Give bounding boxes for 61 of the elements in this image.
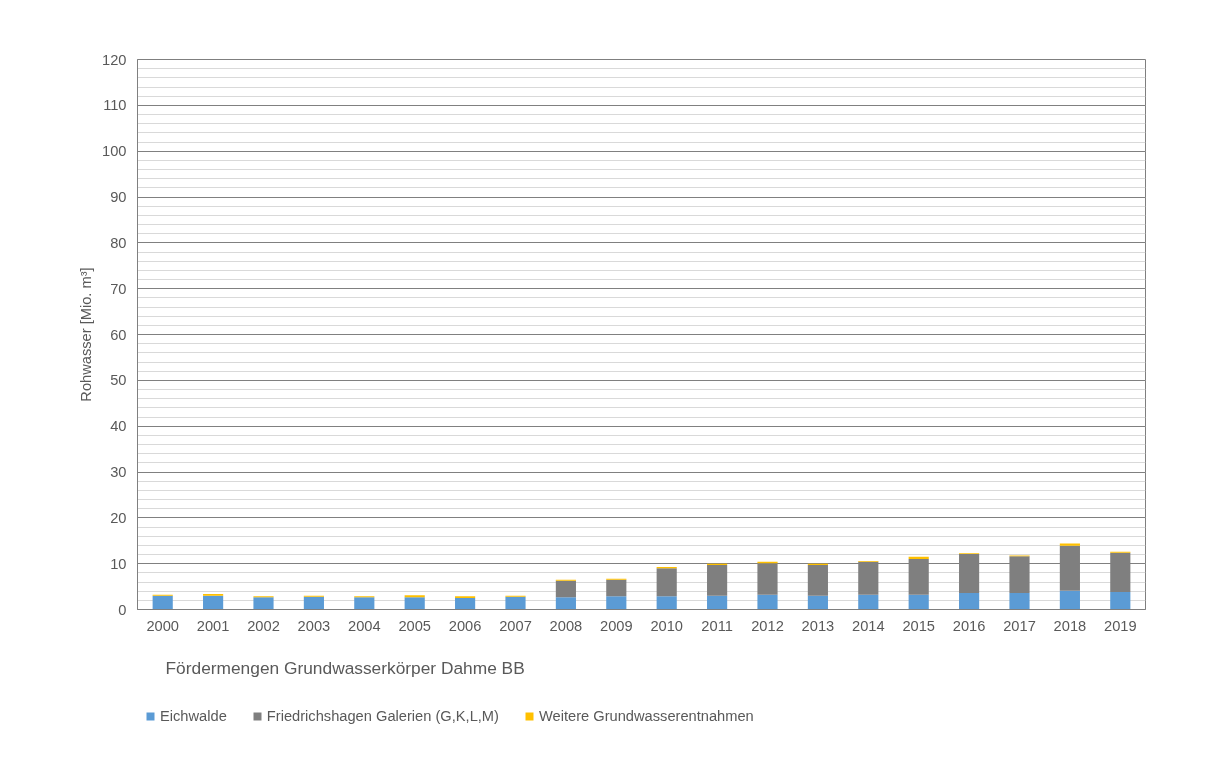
x-tick-label: 2019	[1104, 617, 1137, 634]
x-tick-label: 2007	[499, 617, 532, 634]
y-tick-label: 100	[102, 143, 127, 160]
x-tick-label: 2012	[751, 617, 784, 634]
bar	[253, 597, 274, 610]
bar	[354, 597, 375, 610]
bar	[152, 595, 173, 610]
x-tick-label: 2017	[1003, 617, 1036, 634]
legend-label: Friedrichshagen Galerien (G,K,L,M)	[266, 708, 499, 724]
x-tick-label: 2002	[247, 617, 280, 634]
x-tick-label: 2013	[801, 617, 835, 634]
x-tick-label: 2014	[852, 617, 885, 634]
bar	[606, 579, 627, 597]
y-tick-label: 30	[110, 464, 127, 480]
x-tick-label: 2000	[146, 617, 180, 634]
bar	[858, 594, 879, 610]
bar	[606, 596, 627, 610]
bar	[807, 595, 828, 610]
x-tick-label: 2005	[398, 617, 432, 634]
legend-label: Eichwalde	[160, 708, 227, 724]
y-tick-label: 90	[110, 189, 127, 205]
y-tick-label: 50	[110, 372, 127, 389]
y-tick-label: 110	[103, 97, 127, 114]
bar	[203, 595, 224, 610]
x-tick-label: 2003	[297, 617, 331, 634]
y-tick-label: 60	[110, 326, 127, 343]
y-tick-label: 120	[102, 51, 127, 68]
bar	[1110, 592, 1131, 610]
x-tick-label: 2015	[902, 617, 936, 634]
x-tick-label: 2001	[196, 617, 230, 634]
bar	[303, 596, 324, 610]
bar	[656, 568, 677, 597]
x-tick-label: 2004	[348, 617, 381, 634]
bar	[404, 597, 425, 610]
x-tick-label: 2018	[1053, 617, 1087, 634]
y-tick-label: 10	[110, 555, 127, 572]
x-tick-label: 2009	[600, 617, 633, 634]
bar	[555, 580, 576, 598]
x-tick-label: 2006	[448, 617, 482, 634]
legend-label: Weitere Grundwasserentnahmen	[538, 708, 754, 724]
x-tick-label: 2011	[701, 617, 733, 634]
x-tick-label: 2008	[549, 617, 583, 634]
bar	[1009, 593, 1030, 610]
x-tick-label: 2010	[650, 617, 684, 634]
bar	[455, 598, 476, 610]
y-tick-label: 70	[110, 280, 127, 297]
y-axis-title: Rohwasser [Mio. m³]	[78, 267, 95, 402]
y-tick-label: 80	[110, 234, 127, 251]
y-tick-label: 20	[110, 509, 127, 526]
bar	[555, 597, 576, 610]
text: Fördermengen Grundwasserkörper Dahme BB	[165, 658, 525, 678]
bar	[1059, 590, 1080, 610]
bar	[757, 594, 778, 610]
y-tick-label: 0	[118, 601, 127, 618]
x-tick-label: 2016	[952, 617, 986, 634]
bar	[908, 594, 929, 610]
bar	[656, 596, 677, 610]
bar	[707, 595, 728, 610]
bar	[505, 596, 526, 610]
y-tick-label: 40	[110, 418, 127, 435]
bar	[959, 593, 980, 610]
